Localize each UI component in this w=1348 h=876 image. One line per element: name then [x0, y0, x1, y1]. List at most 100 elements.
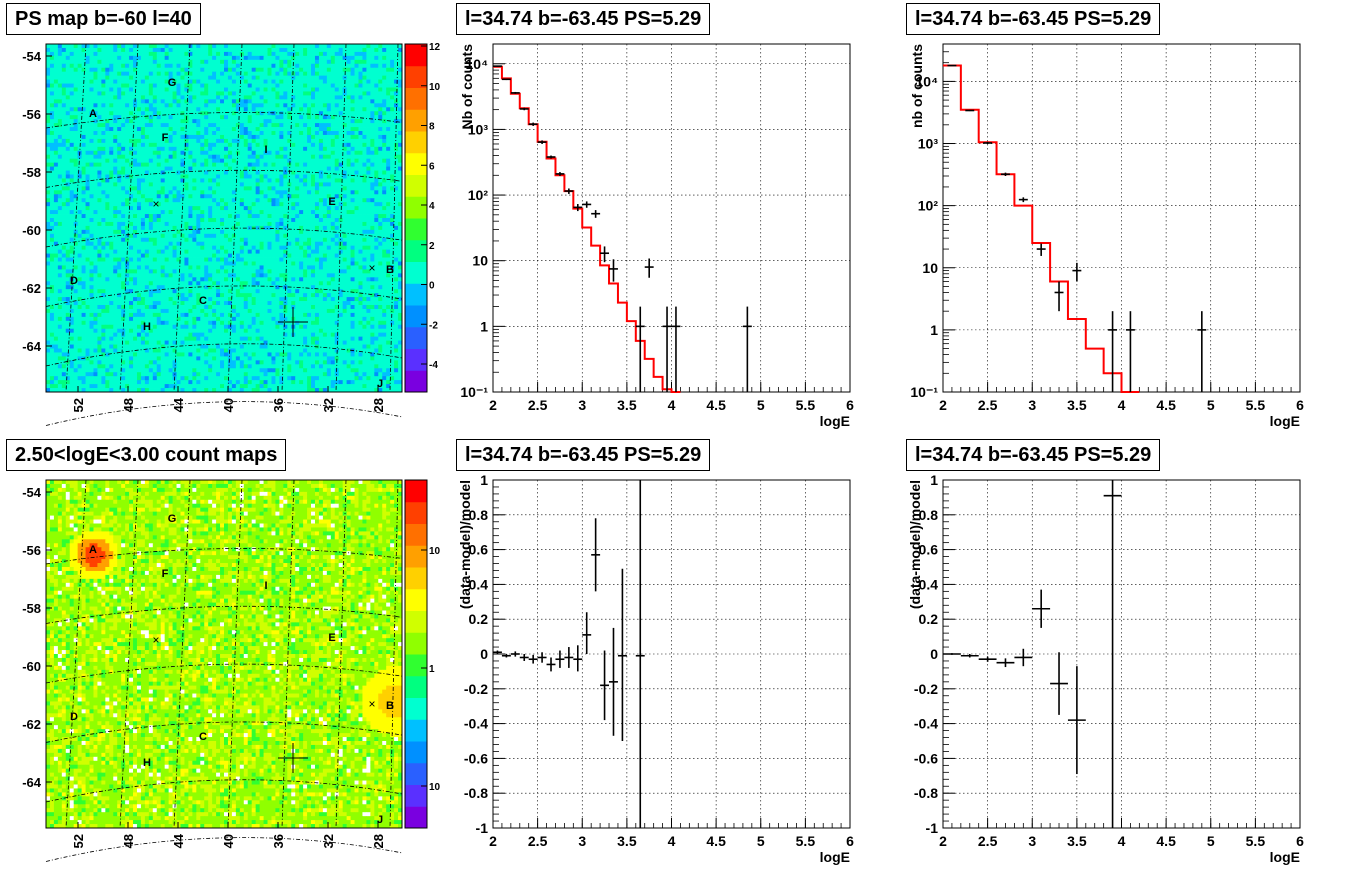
- x-tick-label: 5.5: [796, 397, 816, 413]
- x-tick-label: 2: [939, 397, 947, 413]
- y-tick-label: -0.4: [464, 716, 488, 732]
- plot-frame: [492, 479, 851, 829]
- latitude-line: [45, 779, 403, 803]
- x-axis-title: logE: [1270, 413, 1300, 429]
- x-tick-label: 2.5: [978, 397, 998, 413]
- data-point: [1036, 243, 1046, 256]
- marker-x: ×: [152, 197, 159, 211]
- data-point: [555, 172, 565, 176]
- x-tick-label: 2: [489, 397, 497, 413]
- longitude-line: [65, 43, 87, 393]
- data-point: [947, 64, 957, 67]
- plot-area: [493, 44, 850, 392]
- x-axis-title: logE: [820, 849, 850, 865]
- source-label-A: A: [89, 544, 97, 556]
- data-point: [564, 188, 574, 194]
- count-map-plot: -54 -56 -58 -60 -62 -64 52 48 44 40 36 32 28 A G F I E B D C…: [22, 479, 440, 862]
- spectrum-chart-1: 2 2.5 3 3.5 4 4.5 5 5.5 6 10⁻¹ 1 10 10² 10³ 10⁴ logE Nb …: [459, 43, 854, 429]
- colorbar: [405, 44, 427, 393]
- data-point: [555, 650, 565, 668]
- y-tick-label: 1: [930, 472, 938, 488]
- data-point: [600, 246, 610, 263]
- map-y-tick-label: -60: [22, 223, 41, 238]
- map-x-tick-label: 40: [221, 398, 236, 412]
- model-histogram: [943, 64, 1140, 393]
- longitude-line: [281, 43, 295, 393]
- y-axis-title: (data-model)/model: [907, 480, 923, 609]
- data-point: [635, 480, 645, 828]
- data-point: [546, 155, 556, 159]
- longitude-line: [335, 43, 347, 393]
- y-tick-label: 0.6: [469, 542, 489, 558]
- data-point: [1197, 311, 1207, 392]
- x-tick-label: 6: [846, 397, 854, 413]
- x-tick-label: 3.5: [617, 833, 637, 849]
- latitude-line: [45, 605, 403, 624]
- x-tick-label: 3.5: [1067, 833, 1087, 849]
- x-tick-label: 2: [489, 833, 497, 849]
- y-tick-label: 10³: [918, 136, 939, 152]
- x-tick-label: 3.5: [617, 397, 637, 413]
- data-point: [582, 612, 592, 654]
- y-tick-label: 0: [930, 646, 938, 662]
- data-point: [1014, 648, 1033, 667]
- x-tick-label: 5: [1207, 833, 1215, 849]
- data-point: [493, 65, 502, 67]
- data-point: [510, 651, 520, 657]
- spectrum-chart-panel-1: 2 2.5 3 3.5 4 4.5 5 5.5 6 10⁻¹ 1 10 10² 10³ 10⁴ logE Nb …: [448, 0, 898, 430]
- latitude-line: [45, 169, 403, 188]
- map-x-tick-label: 44: [171, 833, 186, 848]
- data-point: [493, 650, 502, 654]
- data-point: [546, 657, 556, 672]
- x-tick-label: 2: [939, 833, 947, 849]
- map-y-tick-label: -60: [22, 659, 41, 674]
- longitude-line: [173, 43, 191, 393]
- target-crosshair: [278, 743, 308, 773]
- y-tick-label: 0.6: [919, 542, 939, 558]
- y-axis-title: nb of counts: [909, 44, 925, 128]
- latitude-line: [45, 285, 403, 307]
- x-tick-label: 5: [757, 397, 765, 413]
- y-axis-title: Nb of counts: [459, 44, 475, 130]
- map-x-tick-label: 40: [221, 834, 236, 848]
- count-map-panel: -54 -56 -58 -60 -62 -64 52 48 44 40 36 32 28 A G F I E B D C…: [0, 436, 440, 872]
- spectrum-chart-1-title: l=34.74 b=-63.45 PS=5.29: [456, 3, 711, 35]
- source-label-E: E: [328, 632, 335, 644]
- map-y-tick-label: -56: [22, 107, 41, 122]
- data-point: [662, 306, 672, 392]
- map-heatmap: [46, 480, 403, 829]
- longitude-line: [173, 479, 191, 829]
- y-tick-label: 1: [930, 322, 938, 338]
- map-y-tick-label: -64: [22, 775, 42, 790]
- x-tick-label: 5.5: [796, 833, 816, 849]
- x-tick-label: 3.5: [1067, 397, 1087, 413]
- source-label-D: D: [70, 275, 78, 287]
- map-x-tick-label: 32: [321, 398, 336, 412]
- x-tick-label: 2.5: [978, 833, 998, 849]
- colorbar-tick-label: 0: [429, 281, 435, 292]
- data-point: [501, 654, 511, 658]
- y-tick-label: 10⁴: [466, 56, 489, 72]
- y-tick-label: -0.6: [464, 750, 488, 766]
- longitude-line: [335, 479, 347, 829]
- data-point: [591, 518, 601, 592]
- data-point: [1125, 311, 1135, 392]
- data-point: [501, 78, 511, 81]
- data-point: [1018, 197, 1028, 203]
- x-tick-label: 6: [1296, 833, 1304, 849]
- y-tick-label: 10⁻¹: [460, 384, 488, 400]
- data-point: [609, 259, 618, 282]
- data-point: [943, 653, 961, 655]
- y-axis-title: (data-model)/model: [457, 480, 473, 609]
- y-tick-label: 0.2: [469, 611, 489, 627]
- data-point: [573, 204, 583, 212]
- x-tick-label: 4: [1118, 397, 1126, 413]
- y-tick-label: 0.2: [919, 611, 939, 627]
- data-point: [983, 141, 993, 145]
- data-point: [996, 658, 1015, 668]
- residual-chart-2-title: l=34.74 b=-63.45 PS=5.29: [906, 439, 1161, 471]
- marker-x: ×: [368, 261, 375, 275]
- data-point: [537, 652, 547, 663]
- x-tick-label: 5.5: [1246, 397, 1266, 413]
